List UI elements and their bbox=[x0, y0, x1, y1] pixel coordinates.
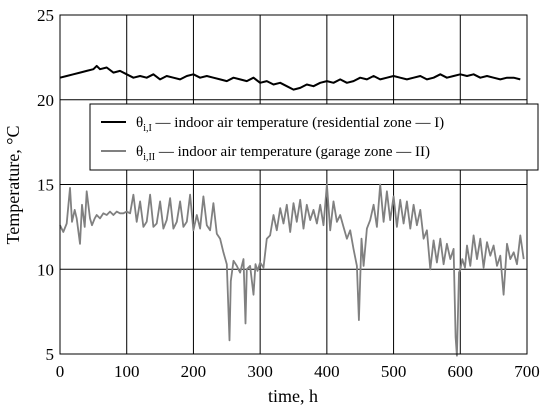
x-tick-label: 300 bbox=[247, 362, 273, 381]
series-line-residential bbox=[59, 64, 521, 91]
x-axis-label: time, h bbox=[268, 386, 318, 406]
legend-subscript-residential: i,I bbox=[143, 123, 152, 134]
x-tick-label: 0 bbox=[56, 362, 65, 381]
x-tick-label: 100 bbox=[114, 362, 140, 381]
legend-entry-residential: θi,I — indoor air temperature (residenti… bbox=[136, 115, 444, 134]
y-tick-labels: 5 10 15 20 25 bbox=[37, 6, 54, 364]
y-tick-label: 10 bbox=[37, 260, 54, 279]
y-tick-label: 5 bbox=[46, 345, 55, 364]
grid-lines bbox=[60, 15, 527, 354]
y-tick-label: 15 bbox=[37, 176, 54, 195]
x-tick-label: 500 bbox=[381, 362, 407, 381]
plot-frame bbox=[59, 14, 528, 355]
legend-symbol-garage: θ bbox=[136, 144, 143, 160]
legend-subscript-garage: i,II bbox=[143, 152, 155, 163]
legend-symbol-residential: θ bbox=[136, 115, 143, 131]
y-tick-label: 20 bbox=[37, 91, 54, 110]
series-line-garage bbox=[59, 183, 525, 357]
legend-entry-garage: θi,II — indoor air temperature (garage z… bbox=[136, 144, 430, 163]
legend-label-garage: — indoor air temperature (garage zone — … bbox=[155, 144, 430, 160]
x-tick-label: 200 bbox=[181, 362, 207, 381]
y-tick-label: 25 bbox=[37, 6, 54, 25]
legend-box bbox=[89, 103, 539, 171]
legend-label-residential: — indoor air temperature (residential zo… bbox=[152, 115, 444, 131]
x-tick-label: 400 bbox=[314, 362, 340, 381]
x-tick-label: 700 bbox=[514, 362, 540, 381]
x-tick-labels: 0 100 200 300 400 500 600 700 bbox=[56, 362, 540, 381]
series-layer bbox=[59, 64, 525, 357]
y-axis-label: Temperature, °C bbox=[3, 126, 23, 245]
x-tick-label: 600 bbox=[448, 362, 474, 381]
legend: θi,I — indoor air temperature (residenti… bbox=[89, 103, 539, 171]
